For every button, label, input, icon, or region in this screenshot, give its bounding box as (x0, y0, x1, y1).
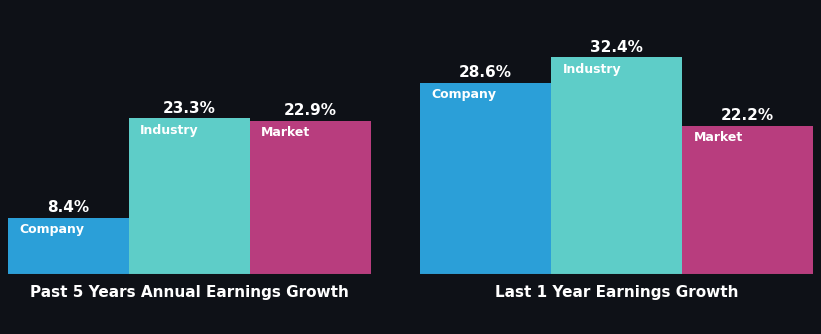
Bar (682, 126, 813, 274)
X-axis label: Last 1 Year Earnings Growth: Last 1 Year Earnings Growth (495, 285, 738, 300)
Text: 22.9%: 22.9% (284, 103, 337, 118)
Text: Industry: Industry (140, 124, 199, 137)
Bar (551, 57, 682, 274)
Text: Company: Company (19, 223, 84, 236)
Bar (250, 121, 371, 274)
Text: Market: Market (261, 126, 310, 139)
Text: 23.3%: 23.3% (163, 101, 216, 116)
Text: Market: Market (694, 131, 743, 144)
X-axis label: Past 5 Years Annual Earnings Growth: Past 5 Years Annual Earnings Growth (30, 285, 349, 300)
Text: 28.6%: 28.6% (459, 65, 512, 80)
Text: 22.2%: 22.2% (721, 108, 774, 123)
Bar (129, 118, 250, 274)
Text: Company: Company (432, 88, 497, 101)
Text: Industry: Industry (562, 63, 621, 76)
Bar (420, 83, 551, 274)
Text: 32.4%: 32.4% (590, 40, 643, 55)
Bar (8, 218, 129, 274)
Text: 8.4%: 8.4% (48, 200, 89, 215)
